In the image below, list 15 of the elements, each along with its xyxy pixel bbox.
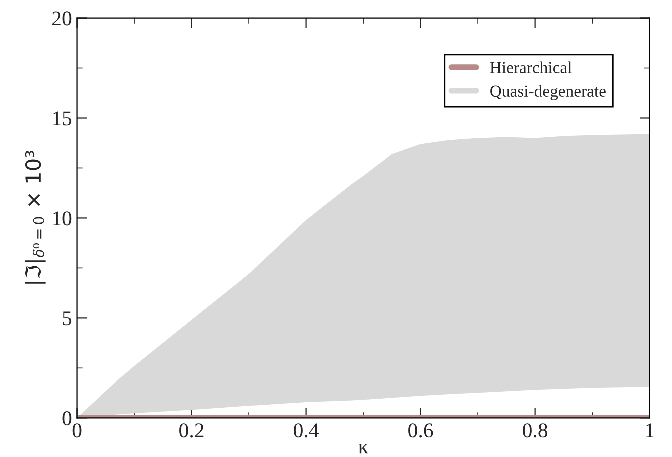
- y-tick-label: 0: [62, 412, 72, 426]
- x-tick-label: 0.2: [180, 424, 204, 438]
- y-axis-title: |ℑ|$_{δ⁰=0}$ × 10³: [24, 151, 46, 284]
- x-tick-label: 1: [646, 424, 654, 438]
- x-tick-label: 0.4: [294, 424, 319, 438]
- x-tick-label: 0.6: [408, 424, 434, 438]
- y-tick-label: 10: [53, 212, 72, 226]
- legend-label: Quasi-degenerate: [490, 85, 606, 100]
- y-tick-label: 15: [53, 112, 72, 126]
- y-tick-label: 5: [63, 312, 72, 326]
- y-tick-label: 20: [52, 12, 72, 26]
- x-tick-label: 0.8: [523, 424, 548, 438]
- x-tick-label: 0: [72, 424, 82, 438]
- legend-label: Hierarchical: [490, 62, 572, 74]
- x-axis-title: κ: [358, 444, 369, 454]
